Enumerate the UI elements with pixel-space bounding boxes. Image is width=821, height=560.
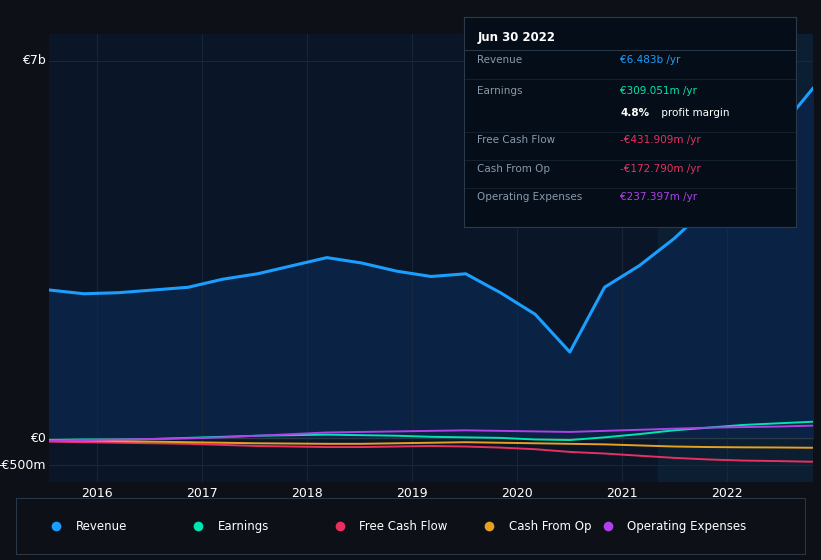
Text: Jun 30 2022: Jun 30 2022 (477, 31, 555, 44)
Text: €237.397m /yr: €237.397m /yr (620, 192, 697, 202)
Text: Revenue: Revenue (477, 55, 522, 64)
Text: Earnings: Earnings (477, 86, 523, 96)
Text: €6.483b /yr: €6.483b /yr (620, 55, 681, 64)
Text: Operating Expenses: Operating Expenses (477, 192, 582, 202)
Text: €309.051m /yr: €309.051m /yr (620, 86, 697, 96)
Text: Cash From Op: Cash From Op (509, 520, 591, 533)
Text: Free Cash Flow: Free Cash Flow (477, 136, 555, 146)
Text: -€500m: -€500m (0, 459, 45, 472)
Text: Cash From Op: Cash From Op (477, 164, 550, 174)
Text: -€431.909m /yr: -€431.909m /yr (620, 136, 701, 146)
Text: Free Cash Flow: Free Cash Flow (360, 520, 447, 533)
Text: €7b: €7b (21, 54, 45, 67)
Text: Earnings: Earnings (218, 520, 268, 533)
Text: profit margin: profit margin (658, 108, 730, 118)
Text: 4.8%: 4.8% (620, 108, 649, 118)
Bar (658, 34, 813, 482)
Text: Operating Expenses: Operating Expenses (627, 520, 746, 533)
Text: -€172.790m /yr: -€172.790m /yr (620, 164, 701, 174)
Text: Revenue: Revenue (76, 520, 127, 533)
Text: €0: €0 (30, 432, 45, 445)
